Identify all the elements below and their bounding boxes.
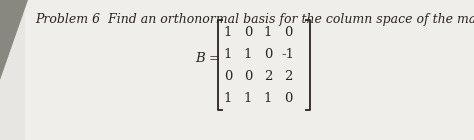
Text: 1: 1: [224, 92, 232, 104]
Text: 0: 0: [244, 25, 252, 38]
FancyBboxPatch shape: [25, 0, 474, 140]
Text: 0: 0: [284, 92, 292, 104]
Text: 0: 0: [244, 69, 252, 82]
Text: 0: 0: [264, 47, 272, 60]
Text: 2: 2: [284, 69, 292, 82]
Text: 1: 1: [264, 25, 272, 38]
Text: 1: 1: [244, 92, 252, 104]
Polygon shape: [0, 0, 28, 80]
Text: 0: 0: [224, 69, 232, 82]
Text: 1: 1: [244, 47, 252, 60]
Text: 2: 2: [264, 69, 272, 82]
Text: -1: -1: [282, 47, 294, 60]
Text: B =: B =: [195, 52, 220, 65]
Text: 1: 1: [264, 92, 272, 104]
Text: 1: 1: [224, 25, 232, 38]
Text: 0: 0: [284, 25, 292, 38]
Text: 1: 1: [224, 47, 232, 60]
Text: Problem 6  Find an orthonormal basis for the column space of the matrix: Problem 6 Find an orthonormal basis for …: [35, 13, 474, 26]
